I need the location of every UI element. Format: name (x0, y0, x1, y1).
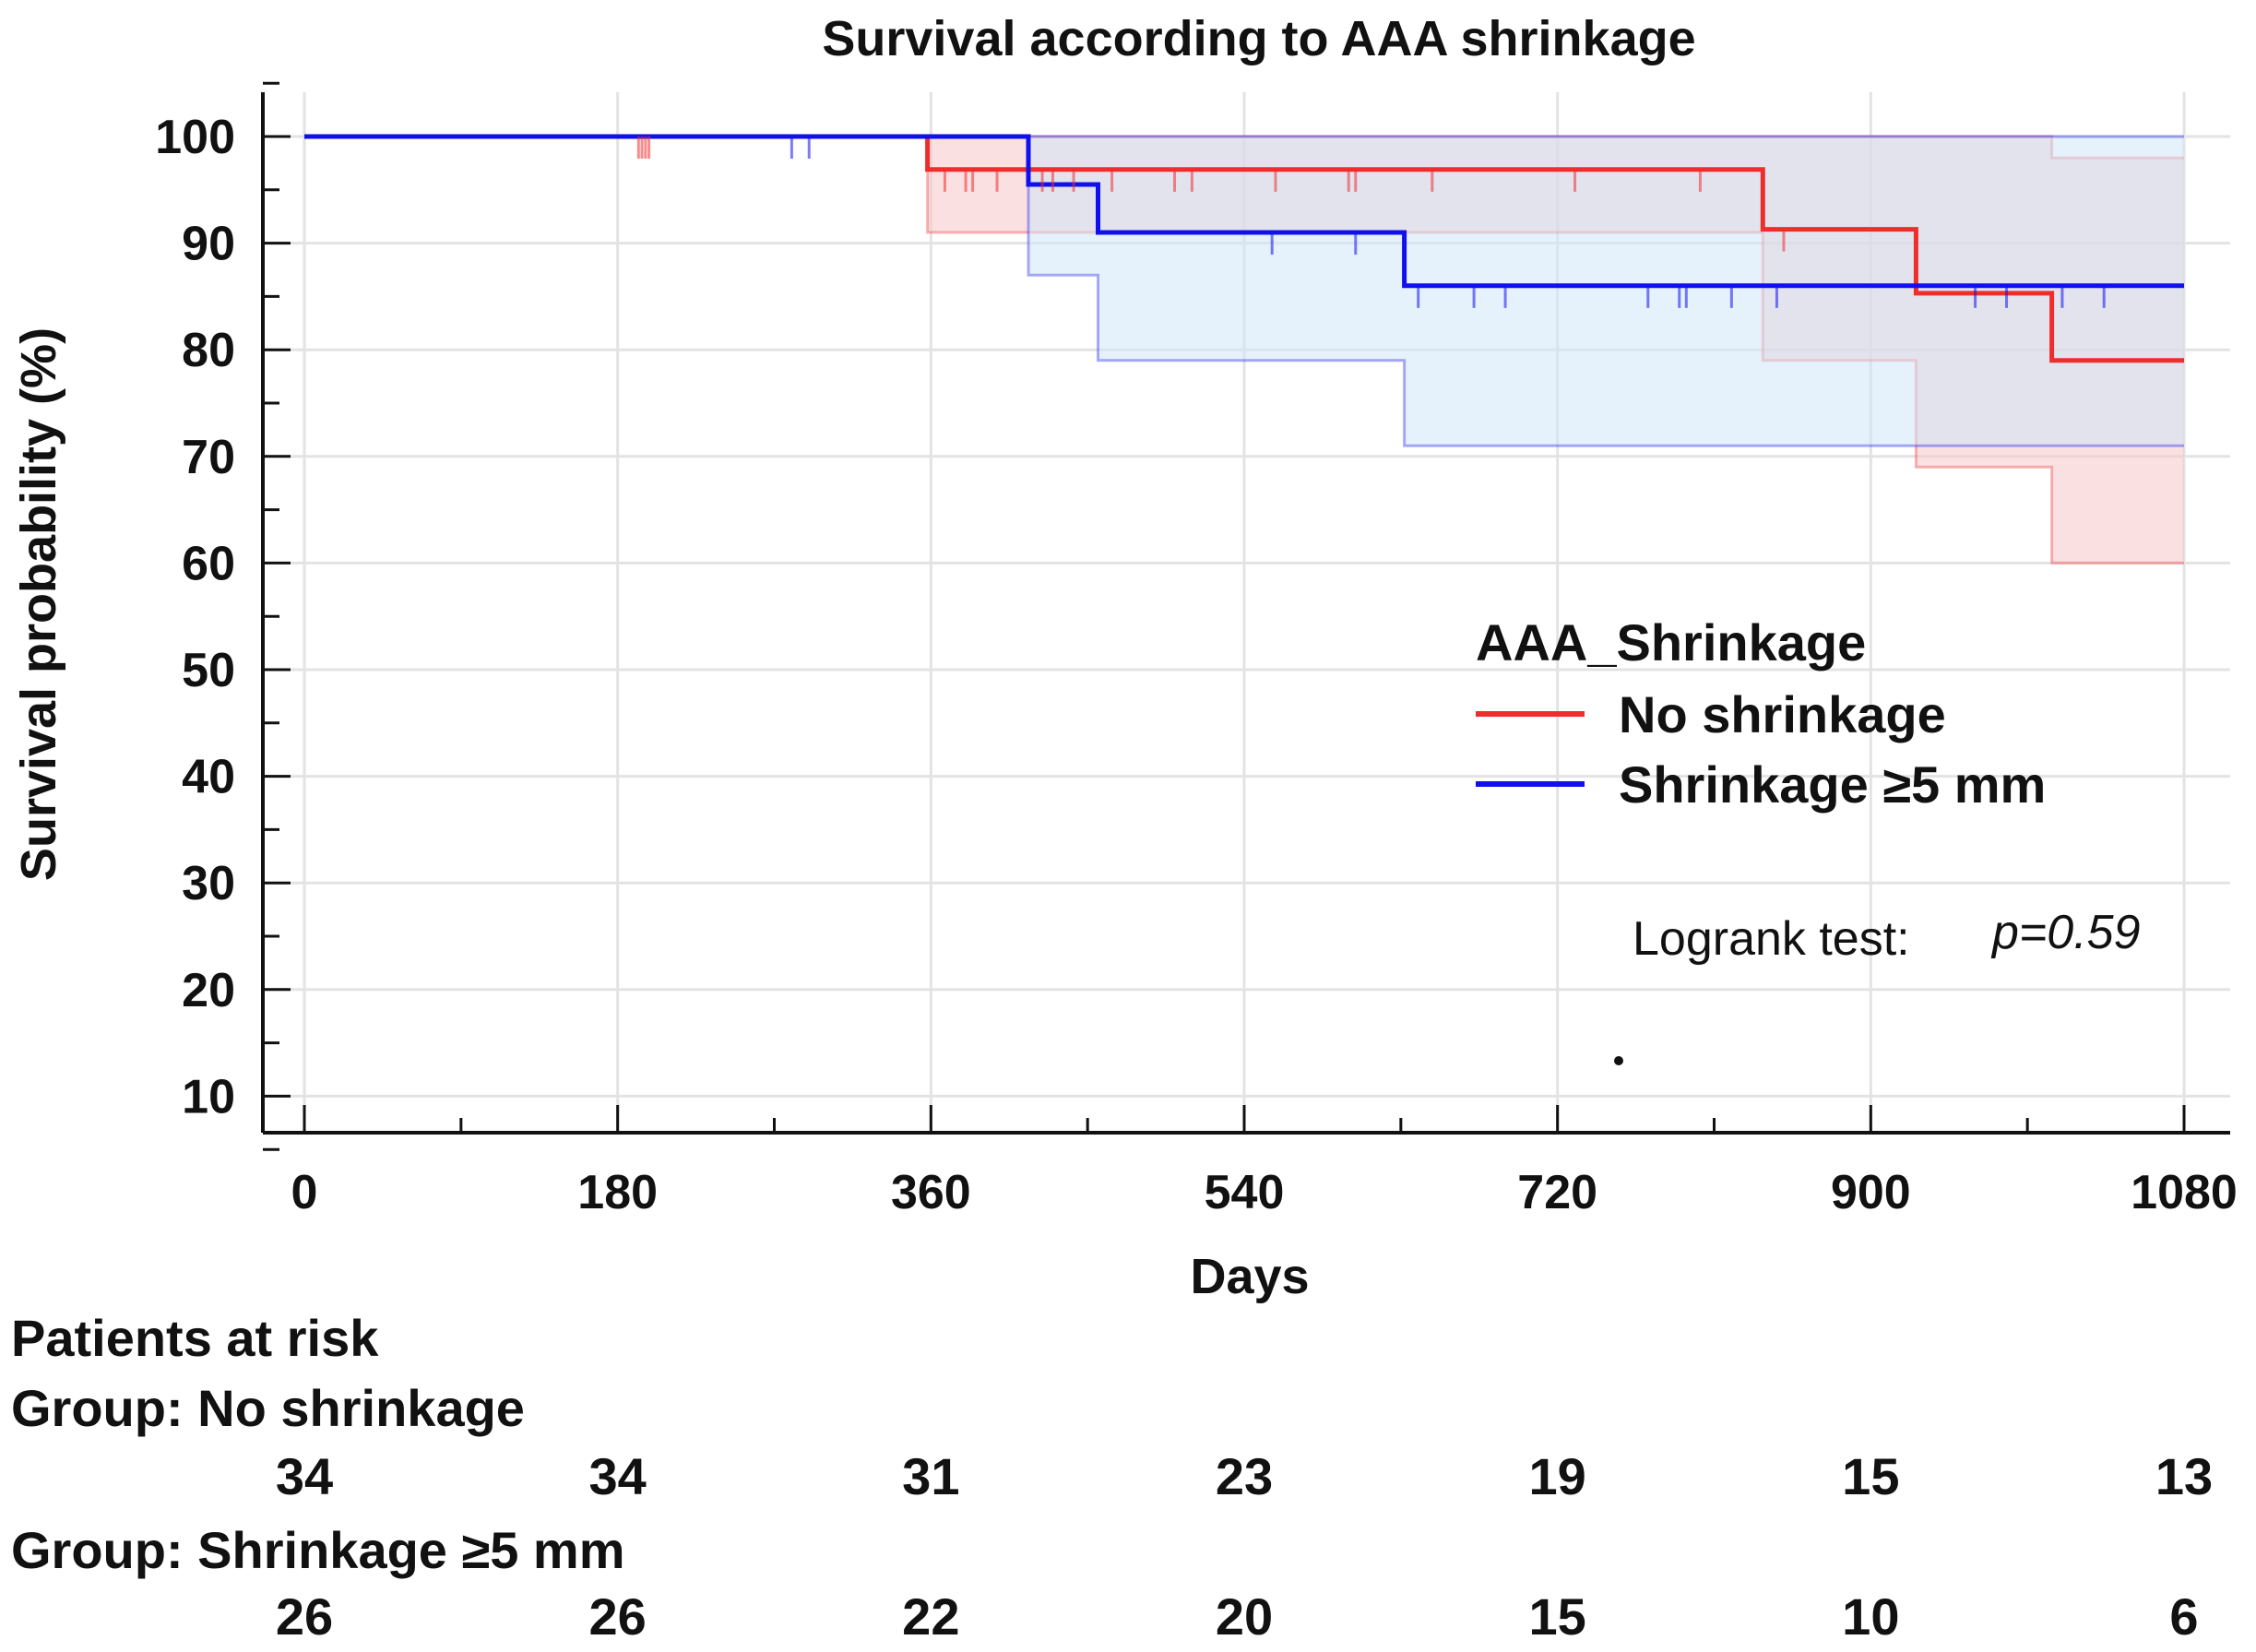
x-tick-label-0: 0 (291, 1166, 318, 1219)
y-tick-label-20: 20 (182, 964, 235, 1017)
risk-value-no-shrinkage-180: 34 (589, 1447, 647, 1505)
risk-value-no-shrinkage-540: 23 (1216, 1447, 1273, 1505)
y-tick-label-60: 60 (182, 537, 235, 590)
y-tick-labels: 10 20 30 40 50 60 70 80 90 100 (155, 111, 235, 1123)
y-tick-label-100: 100 (155, 111, 235, 164)
patients-at-risk-table: Patients at risk Group: No shrinkage 34 3… (11, 1309, 2213, 1646)
risk-group-no-shrinkage: Group: No shrinkage (11, 1379, 525, 1437)
x-tick-label-540: 540 (1205, 1166, 1285, 1219)
risk-value-shrinkage-900: 10 (1842, 1587, 1899, 1646)
risk-value-shrinkage-0: 26 (276, 1587, 333, 1646)
x-tick-label-900: 900 (1831, 1166, 1911, 1219)
censor-marks (636, 137, 2106, 308)
risk-value-no-shrinkage-360: 31 (902, 1447, 959, 1505)
risk-group-shrinkage: Group: Shrinkage ≥5 mm (11, 1521, 625, 1579)
risk-value-shrinkage-540: 20 (1216, 1587, 1273, 1646)
legend: AAA_Shrinkage No shrinkage Shrinkage ≥5 … (1476, 613, 2046, 814)
risk-value-no-shrinkage-900: 15 (1842, 1447, 1899, 1505)
x-tick-label-720: 720 (1517, 1166, 1597, 1219)
survival-curve-shrinkage (304, 134, 2184, 289)
grid (263, 92, 2230, 1133)
y-tick-label-90: 90 (182, 218, 235, 271)
x-tick-label-360: 360 (891, 1166, 971, 1219)
survival-curve-no-shrinkage (304, 134, 2184, 363)
risk-value-no-shrinkage-1080: 13 (2155, 1447, 2213, 1505)
chart-title: Survival according to AAA shrinkage (822, 11, 1695, 66)
risk-value-no-shrinkage-0: 34 (276, 1447, 333, 1505)
logrank-label: Logrank test: (1633, 912, 1910, 966)
risk-value-shrinkage-180: 26 (589, 1587, 647, 1646)
risk-row-no-shrinkage: 34 34 31 23 19 15 13 (276, 1447, 2213, 1505)
risk-row-shrinkage: 26 26 22 20 15 10 6 (276, 1587, 2199, 1646)
risk-value-shrinkage-360: 22 (902, 1587, 959, 1646)
ci-band-shrinkage (304, 137, 2184, 446)
y-tick-label-50: 50 (182, 644, 235, 697)
y-axis-label: Survival probability (%) (11, 327, 66, 881)
risk-value-no-shrinkage-720: 19 (1529, 1447, 1586, 1505)
x-tick-label-180: 180 (577, 1166, 658, 1219)
y-tick-label-70: 70 (182, 431, 235, 484)
logrank-annotation: Logrank test: p=0.59 (1633, 906, 2141, 966)
x-tick-labels: 0 180 360 540 720 900 1080 (291, 1166, 2238, 1219)
x-axis-label: Days (1190, 1249, 1309, 1304)
confidence-bands (304, 135, 2184, 565)
legend-label-no-shrinkage: No shrinkage (1619, 685, 1946, 743)
stray-dot (1614, 1056, 1623, 1065)
risk-value-shrinkage-720: 15 (1529, 1587, 1586, 1646)
risk-value-shrinkage-1080: 6 (2169, 1587, 2198, 1646)
risk-table-heading: Patients at risk (11, 1309, 379, 1367)
axes (261, 81, 2230, 1151)
logrank-p-value: p=0.59 (1990, 906, 2141, 959)
y-tick-label-80: 80 (182, 324, 235, 377)
y-tick-label-40: 40 (182, 751, 235, 804)
y-tick-label-10: 10 (182, 1070, 235, 1123)
legend-title: AAA_Shrinkage (1476, 613, 1866, 671)
x-tick-label-1080: 1080 (2131, 1166, 2238, 1219)
survival-curves (304, 134, 2184, 363)
y-tick-label-30: 30 (182, 857, 235, 910)
legend-label-shrinkage: Shrinkage ≥5 mm (1619, 755, 2046, 814)
